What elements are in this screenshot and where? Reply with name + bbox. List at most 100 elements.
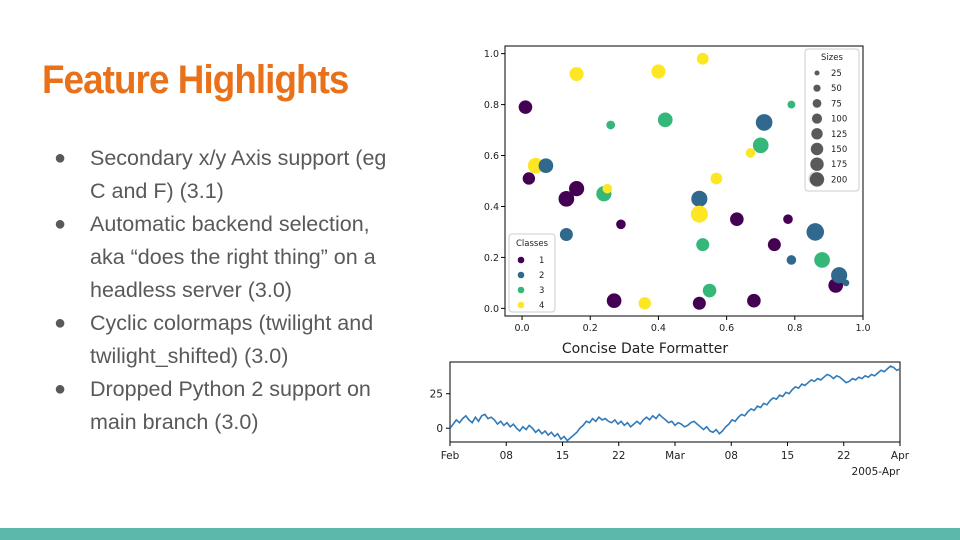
scatter-point [638, 297, 651, 310]
legend-size-marker [812, 98, 822, 108]
x-tick-label: 1.0 [855, 323, 870, 334]
list-item: ● Dropped Python 2 support on main branch… [52, 373, 402, 439]
scatter-point [730, 212, 744, 226]
legend-size-label: 125 [831, 130, 847, 140]
slide-title: Feature Highlights [42, 58, 349, 102]
x-tick-label: 0.8 [787, 323, 802, 334]
scatter-point [752, 137, 769, 154]
scatter-point [522, 172, 536, 185]
y-tick-label: 0.8 [484, 100, 499, 111]
y-tick-label: 0.4 [484, 202, 499, 213]
feature-list: ● Secondary x/y Axis support (eg C and F)… [52, 142, 402, 439]
legend-classes-title: Classes [516, 239, 549, 249]
y-tick-label: 0.0 [484, 304, 499, 315]
legend-class-marker [517, 271, 525, 279]
scatter-point [657, 112, 673, 128]
legend-size-label: 200 [831, 175, 847, 185]
scatter-point [710, 172, 723, 185]
legend-class-marker [517, 301, 525, 309]
legend-class-label: 3 [539, 286, 544, 296]
scatter-point [831, 267, 848, 284]
legend-size-label: 150 [831, 145, 847, 155]
legend-size-marker [810, 142, 824, 156]
plot-area [504, 45, 864, 317]
list-item: ● Secondary x/y Axis support (eg C and F)… [52, 142, 402, 208]
scatter-point [806, 223, 825, 241]
scatter-point [602, 183, 613, 194]
scatter-point [745, 148, 756, 158]
x-tick-label: 15 [556, 450, 569, 462]
legend-size-marker [814, 70, 820, 76]
list-item: ● Cyclic colormaps (twilight and twilight… [52, 307, 402, 373]
bullet-icon: ● [54, 312, 67, 334]
scatter-point [518, 100, 533, 114]
chart-title: Concise Date Formatter [562, 341, 729, 357]
legend-class-label: 4 [539, 301, 544, 311]
x-tick-label: 0.0 [514, 323, 529, 334]
x-tick-label: 0.6 [719, 323, 734, 334]
legend-size-marker [810, 157, 824, 171]
x-tick-label: 08 [725, 450, 738, 462]
legend-size-label: 175 [831, 160, 847, 170]
y-tick-label: 1.0 [484, 49, 499, 60]
legend-size-marker [811, 113, 823, 124]
bullet-icon: ● [54, 147, 67, 169]
scatter-point [558, 190, 575, 207]
scatter-point [527, 157, 544, 174]
scatter-point [692, 296, 706, 310]
legend-class-marker [517, 286, 525, 294]
x-tick-label: 15 [781, 450, 794, 462]
bullet-text: Dropped Python 2 support on main branch … [90, 377, 371, 434]
legend-class-label: 2 [539, 271, 544, 281]
scatter-point [569, 181, 585, 197]
scatter-point [842, 279, 850, 287]
legend-size-label: 75 [831, 99, 842, 109]
footer-bar [0, 528, 960, 540]
legend-sizes-box [804, 48, 860, 192]
scatter-point [690, 205, 708, 223]
legend-class-marker [517, 256, 525, 264]
legend-size-marker [813, 84, 821, 92]
scatter-point [814, 252, 830, 268]
y-tick-label: 25 [430, 389, 443, 401]
scatter-point [569, 66, 584, 82]
scatter-chart: 0.0 0.2 0.4 0.6 0.8 1.0 0.0 0.2 0.4 0.6 0.8 1.0 Clas… [484, 45, 870, 334]
x-tick-label: 22 [837, 450, 850, 462]
scatter-point [559, 227, 573, 241]
scatter-point [651, 64, 666, 79]
x-tick-label: Apr [891, 450, 910, 462]
scatter-point [783, 214, 793, 225]
scatter-point [691, 190, 708, 207]
bullet-icon: ● [54, 213, 67, 235]
legend-size-marker [809, 172, 825, 187]
scatter-point [696, 52, 709, 65]
x-tick-label: 0.2 [583, 323, 598, 334]
scatter-point [787, 100, 796, 109]
bullet-text: Cyclic colormaps (twilight and twilight_… [90, 311, 374, 368]
x-offset-label: 2005-Apr [852, 466, 901, 478]
scatter-point [747, 293, 761, 308]
x-tick-label: 0.4 [651, 323, 666, 334]
legend-size-marker [811, 128, 823, 140]
legend-size-label: 50 [831, 84, 842, 94]
scatter-point [786, 255, 797, 265]
x-tick-label: 22 [612, 450, 625, 462]
legend-class-label: 1 [539, 256, 544, 266]
bullet-text: Automatic backend selection, aka “does t… [90, 212, 376, 302]
legend-size-label: 25 [831, 69, 842, 79]
date-line-chart: Concise Date Formatter 0 25 Feb 08 15 22 Mar 08 1… [430, 341, 910, 478]
scatter-point [606, 120, 616, 130]
y-tick-label: 0.2 [484, 253, 499, 264]
legend-size-label: 100 [831, 115, 847, 125]
y-tick-label: 0 [436, 423, 443, 435]
scatter-point [606, 293, 622, 309]
x-tick-label: 08 [500, 450, 513, 462]
x-tick-label: Mar [665, 450, 685, 462]
scatter-point [616, 219, 626, 230]
bullet-icon: ● [54, 378, 67, 400]
scatter-point [755, 114, 773, 131]
scatter-point [702, 283, 717, 298]
scatter-point [767, 238, 781, 252]
x-tick-label: Feb [441, 450, 460, 462]
y-tick-label: 0.6 [484, 151, 499, 162]
